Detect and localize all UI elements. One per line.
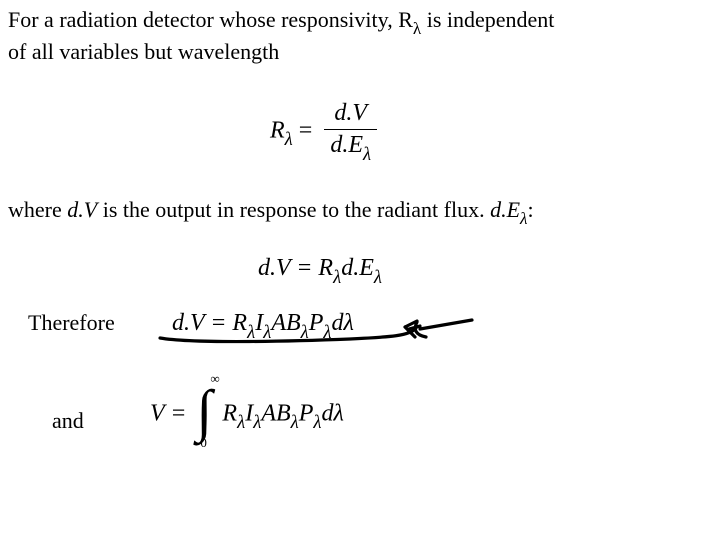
eq4-isub: λ [253,412,261,433]
where-dV: d.V [67,197,97,222]
eq3-psub: λ [323,322,331,343]
eq2-lhs: d.V = R [258,255,333,281]
eq1-num-V: V [352,100,367,126]
where-dE: d.E [490,197,520,222]
eq1-numerator: d.V [324,100,377,130]
eq4-lhs: V = [150,401,192,427]
eq3-P: P [309,310,324,336]
eq3-AB: AB [271,310,300,336]
intro-line1-pre: For a radiation detector whose responsiv… [8,7,413,32]
eq4-AB: AB [261,401,290,427]
where-dE-sub: λ [520,209,527,228]
where-colon: : [527,197,533,222]
where-mid: is the output in response to the radiant… [97,197,490,222]
eq4-I: I [245,401,253,427]
eq4-R: R [222,401,237,427]
eq4-rsub: λ [237,412,245,433]
eq3-rsub: λ [247,322,255,343]
equation-1: Rλ = d.V d.Eλ [270,100,377,164]
eq3-bsub: λ [301,322,309,343]
arrow-head [405,321,417,337]
therefore-label: Therefore [28,310,115,336]
integral-sign: ∫ ∞ 0 [192,385,220,445]
eq1-denominator: d.Eλ [324,130,377,164]
intro-text: For a radiation detector whose responsiv… [8,6,708,65]
equation-4: V = ∫ ∞ 0 RλIλABλPλdλ [150,385,344,445]
eq1-den-E: E [348,132,363,158]
eq1-R: R [270,117,285,143]
integral-lower: 0 [200,435,207,451]
eq2-mid: d.E [341,255,374,281]
equation-2: d.V = Rλd.Eλ [258,255,382,287]
equation-3: d.V = RλIλABλPλdλ [172,310,354,342]
eq4-P: P [299,401,314,427]
eq1-eq: = [293,117,319,143]
eq2-esub: λ [374,267,382,288]
and-label: and [52,408,84,434]
eq3-isub: λ [263,322,271,343]
eq3-tail: dλ [332,310,354,336]
intro-r-sub: λ [413,19,421,38]
eq1-den-d: d. [330,132,348,158]
integral-symbol: ∫ [196,377,212,444]
eq4-psub: λ [313,412,321,433]
integral-upper: ∞ [210,371,219,387]
eq2-rsub: λ [333,267,341,288]
where-pre: where [8,197,67,222]
eq3-I: I [255,310,263,336]
eq1-fraction: d.V d.Eλ [324,100,377,164]
intro-line1-post: is independent [421,7,554,32]
where-text: where d.V is the output in response to t… [8,197,708,227]
eq1-den-sub: λ [363,144,371,165]
eq1-num-d: d. [334,100,352,126]
eq4-tail: dλ [322,401,344,427]
eq1-R-sub: λ [285,129,293,150]
eq4-bsub: λ [291,412,299,433]
arrow-shaft [409,320,472,337]
intro-line2: of all variables but wavelength [8,39,279,64]
eq3-lhs: d.V = R [172,310,247,336]
